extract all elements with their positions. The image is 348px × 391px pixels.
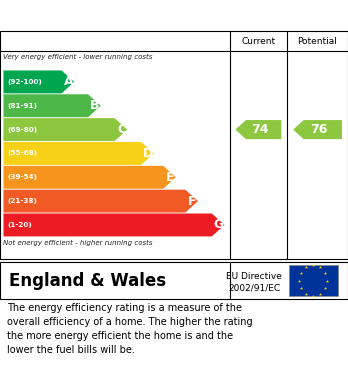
Polygon shape: [293, 120, 342, 139]
Text: A: A: [64, 75, 73, 88]
Text: Potential: Potential: [298, 36, 338, 45]
Text: (81-91): (81-91): [8, 103, 38, 109]
Polygon shape: [3, 190, 198, 213]
Text: 2002/91/EC: 2002/91/EC: [228, 283, 280, 292]
Text: (55-68): (55-68): [8, 151, 38, 156]
Text: EU Directive: EU Directive: [226, 272, 282, 281]
Text: C: C: [117, 123, 126, 136]
Text: G: G: [214, 219, 224, 231]
Text: (39-54): (39-54): [8, 174, 38, 180]
Polygon shape: [3, 70, 74, 93]
Text: Very energy efficient - lower running costs: Very energy efficient - lower running co…: [3, 54, 153, 60]
Text: F: F: [188, 195, 197, 208]
Text: (21-38): (21-38): [8, 198, 38, 204]
Text: Not energy efficient - higher running costs: Not energy efficient - higher running co…: [3, 240, 153, 246]
Text: The energy efficiency rating is a measure of the
overall efficiency of a home. T: The energy efficiency rating is a measur…: [7, 303, 253, 355]
Bar: [289, 265, 338, 296]
Polygon shape: [3, 94, 101, 117]
Text: (92-100): (92-100): [8, 79, 42, 85]
Text: E: E: [166, 171, 174, 184]
Polygon shape: [235, 120, 281, 139]
Text: D: D: [143, 147, 153, 160]
Polygon shape: [3, 166, 176, 189]
Text: 74: 74: [251, 123, 269, 136]
Text: England & Wales: England & Wales: [9, 271, 166, 289]
Polygon shape: [3, 142, 154, 165]
Text: (69-80): (69-80): [8, 127, 38, 133]
Text: Current: Current: [241, 36, 276, 45]
Polygon shape: [3, 118, 127, 141]
Text: 76: 76: [310, 123, 328, 136]
Text: Energy Efficiency Rating: Energy Efficiency Rating: [9, 7, 219, 22]
Text: (1-20): (1-20): [8, 222, 32, 228]
Text: B: B: [90, 99, 100, 112]
Polygon shape: [3, 213, 224, 237]
